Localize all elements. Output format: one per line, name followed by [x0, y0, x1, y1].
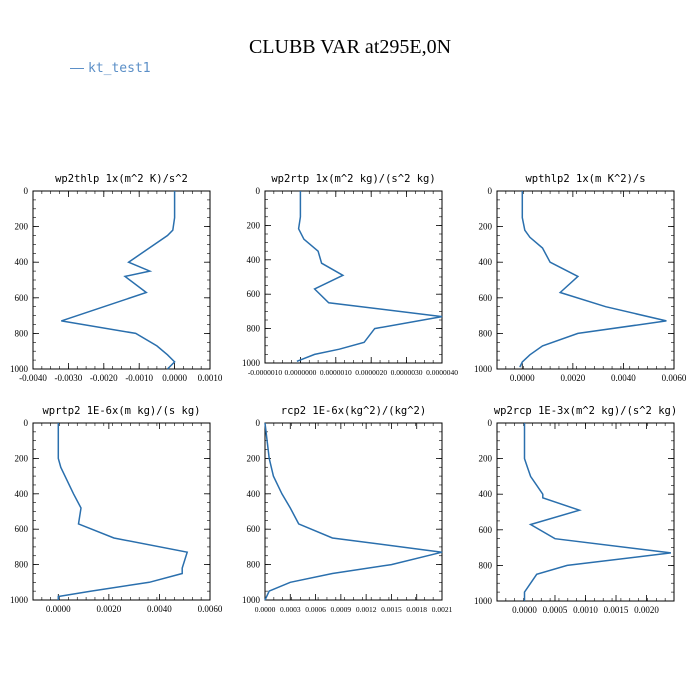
- x-tick-label: 0.0060: [198, 604, 223, 614]
- x-tick-label: 0.0000: [255, 605, 276, 614]
- plot-frame: [264, 190, 443, 364]
- panel-1: wp2thlp 1x(m^2 K)/s^2 -0.0040 -0.0030 -0.00…: [10, 173, 223, 383]
- y-tick-label: 800: [15, 560, 29, 570]
- x-tick-label: 0.0003: [280, 605, 301, 614]
- x-tick-label: -0.0030: [55, 373, 83, 383]
- y-tick-label: 800: [247, 560, 261, 570]
- y-tick-label: 1000: [10, 595, 29, 605]
- series-line: [57, 423, 189, 600]
- x-tick-label: -0.0010: [125, 373, 153, 383]
- y-tick-label: 0: [488, 186, 493, 196]
- series-line: [264, 422, 443, 601]
- y-tick-label: 0: [256, 186, 261, 196]
- y-tick-label: 600: [15, 293, 29, 303]
- x-tick-label: -0.0000010: [248, 368, 283, 377]
- y-tick-label: 400: [479, 489, 493, 499]
- series-line: [61, 191, 176, 370]
- x-tick-label: 0.0018: [406, 605, 427, 614]
- panel-5: rcp2 1E-6x(kg^2)/(kg^2) 0.0000 0.0003 0.000…: [242, 405, 453, 614]
- chart-title: CLUBB VAR at295E,0N: [248, 36, 452, 58]
- x-tick-label: 0.0006: [305, 605, 326, 614]
- y-tick-label: 1000: [474, 596, 493, 606]
- y-tick-label: 600: [247, 289, 261, 299]
- x-tick-label: 0.0005: [543, 605, 568, 615]
- y-tick-label: 200: [479, 222, 493, 232]
- panel-title: wpthlp2 1x(m K^2)/s: [525, 173, 645, 185]
- x-tick-label: 0.0000: [46, 604, 71, 614]
- panel-title: wprtp2 1E-6x(m kg)/(s kg): [42, 405, 200, 417]
- x-tick-label: 0.0010: [198, 373, 223, 383]
- legend: kt_test1: [70, 61, 151, 76]
- x-tick-label: 0.0000: [510, 373, 535, 383]
- y-tick-label: 600: [15, 524, 29, 534]
- panel-3: wpthlp2 1x(m K^2)/s 0.0000 0.0020 0.0040 0.0…: [474, 173, 687, 383]
- x-tick-label: 0.0009: [331, 605, 352, 614]
- plot-frame: [32, 190, 211, 370]
- x-tick-label: 0.0040: [147, 604, 172, 614]
- x-tick-label: 0.0060: [662, 373, 687, 383]
- panel-2: wp2rtp 1x(m^2 kg)/(s^2 kg)-0.0000010 0.00…: [242, 173, 458, 377]
- panel-4: wprtp2 1E-6x(m kg)/(s kg) 0.0000 0.0020 0.0…: [10, 405, 223, 614]
- x-tick-label: 0.0020: [634, 605, 659, 615]
- legend-line-icon: [70, 68, 84, 69]
- y-tick-label: 600: [479, 525, 493, 535]
- x-tick-label: -0.0020: [90, 373, 118, 383]
- y-tick-label: 400: [247, 489, 261, 499]
- y-tick-label: 0: [488, 418, 493, 428]
- legend-label: kt_test1: [88, 61, 151, 76]
- x-tick-label: 0.0000: [512, 605, 537, 615]
- plot-frame: [32, 422, 211, 601]
- y-tick-label: 800: [479, 560, 493, 570]
- panel-title: wp2rcp 1E-3x(m^2 kg)/(s^2 kg): [494, 405, 677, 417]
- x-tick-label: 0.0000010: [320, 368, 352, 377]
- y-tick-label: 800: [15, 328, 29, 338]
- panel-title: wp2thlp 1x(m^2 K)/s^2: [55, 173, 188, 185]
- x-tick-label: 0.0020: [560, 373, 585, 383]
- y-tick-label: 1000: [10, 364, 29, 374]
- y-tick-label: 800: [247, 324, 261, 334]
- plot-frame: [496, 190, 675, 370]
- y-tick-label: 400: [479, 257, 493, 267]
- y-tick-label: 400: [15, 257, 29, 267]
- series-line: [519, 191, 667, 368]
- series-line: [523, 423, 671, 601]
- x-tick-label: 0.0012: [356, 605, 377, 614]
- x-tick-label: 0.0000040: [426, 368, 458, 377]
- y-tick-label: 200: [247, 220, 261, 230]
- x-tick-label: 0.0020: [96, 604, 121, 614]
- x-tick-label: 0.0000020: [355, 368, 387, 377]
- x-tick-label: 0.0021: [432, 605, 453, 614]
- y-tick-label: 200: [247, 453, 261, 463]
- y-tick-label: 600: [479, 293, 493, 303]
- y-tick-label: 1000: [242, 595, 261, 605]
- y-tick-label: 200: [15, 222, 29, 232]
- y-tick-label: 200: [479, 454, 493, 464]
- x-tick-label: 0.0040: [611, 373, 636, 383]
- x-tick-label: -0.0040: [19, 373, 47, 383]
- y-tick-label: 200: [15, 453, 29, 463]
- plot-frame: [496, 422, 675, 602]
- y-tick-label: 400: [15, 489, 29, 499]
- y-tick-label: 600: [247, 524, 261, 534]
- panel-6: wp2rcp 1E-3x(m^2 kg)/(s^2 kg) 0.0000 0.000…: [474, 405, 677, 615]
- y-tick-label: 400: [247, 255, 261, 265]
- y-tick-label: 0: [24, 186, 29, 196]
- panel-title: rcp2 1E-6x(kg^2)/(kg^2): [281, 405, 426, 417]
- y-tick-label: 0: [24, 418, 29, 428]
- y-tick-label: 0: [256, 418, 261, 428]
- x-tick-label: 0.0000030: [391, 368, 423, 377]
- x-tick-label: 0.0000000: [284, 368, 316, 377]
- x-tick-label: 0.0000: [162, 373, 187, 383]
- x-tick-label: 0.0015: [604, 605, 629, 615]
- series-line: [296, 191, 443, 362]
- x-tick-label: 0.0010: [573, 605, 598, 615]
- y-tick-label: 800: [479, 328, 493, 338]
- y-tick-label: 1000: [242, 358, 261, 368]
- y-tick-label: 1000: [474, 364, 493, 374]
- panel-title: wp2rtp 1x(m^2 kg)/(s^2 kg): [271, 173, 435, 185]
- x-tick-label: 0.0015: [381, 605, 402, 614]
